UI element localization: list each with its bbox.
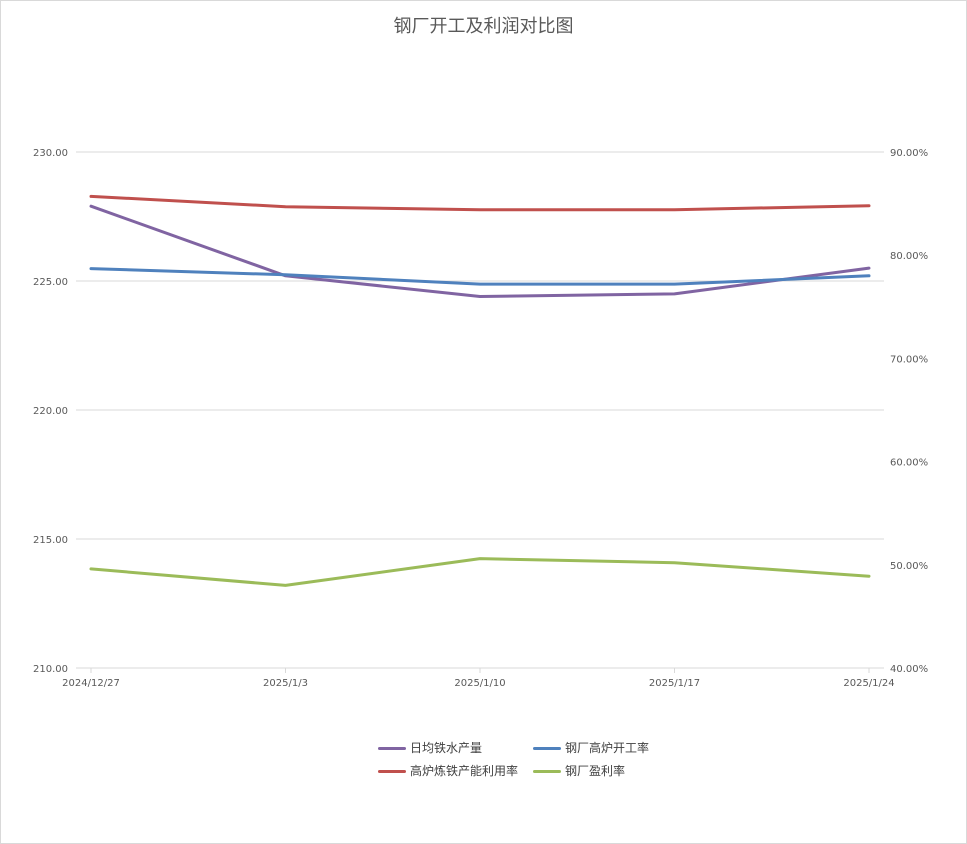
y-right-tick-label: 90.00% [890, 148, 928, 159]
y-left-tick-label: 225.00 [33, 277, 68, 288]
legend-item-daily-iron-output: 日均铁水产量 [378, 740, 482, 756]
x-tick-label: 2025/1/3 [263, 678, 308, 689]
y-right-tick-label: 50.00% [890, 561, 928, 572]
series-line [89, 267, 871, 286]
series-line [89, 204, 871, 298]
legend-swatch [533, 770, 561, 773]
legend-label: 钢厂高炉开工率 [565, 741, 650, 755]
series-line [89, 557, 871, 587]
y-right-tick-label: 60.00% [890, 458, 928, 469]
legend-swatch [533, 747, 561, 750]
y-left-tick-label: 220.00 [33, 406, 68, 417]
legend-item-profitability-rate: 钢厂盈利率 [533, 763, 625, 779]
legend-item-capacity-utilization: 高炉炼铁产能利用率 [378, 763, 518, 779]
y-right-tick-label: 70.00% [890, 354, 928, 365]
x-tick-label: 2024/12/27 [62, 678, 120, 689]
chart-title: 钢厂开工及利润对比图 [393, 16, 574, 37]
x-tick-label: 2025/1/24 [843, 678, 894, 689]
y-left-tick-label: 210.00 [33, 664, 68, 675]
x-tick-label: 2025/1/17 [649, 678, 700, 689]
legend-label: 日均铁水产量 [410, 741, 483, 755]
legend-swatch [378, 770, 406, 773]
y-right-tick-label: 80.00% [890, 251, 928, 262]
x-tick-label: 2025/1/10 [454, 678, 505, 689]
legend-label: 钢厂盈利率 [565, 764, 626, 778]
series-line [89, 194, 871, 212]
y-left-tick-label: 230.00 [33, 148, 68, 159]
y-left-tick-label: 215.00 [33, 535, 68, 546]
legend-item-blast-furnace-operating-rate: 钢厂高炉开工率 [533, 740, 649, 756]
legend-label: 高炉炼铁产能利用率 [410, 764, 519, 778]
y-right-tick-label: 40.00% [890, 664, 928, 675]
legend-swatch [378, 747, 406, 750]
